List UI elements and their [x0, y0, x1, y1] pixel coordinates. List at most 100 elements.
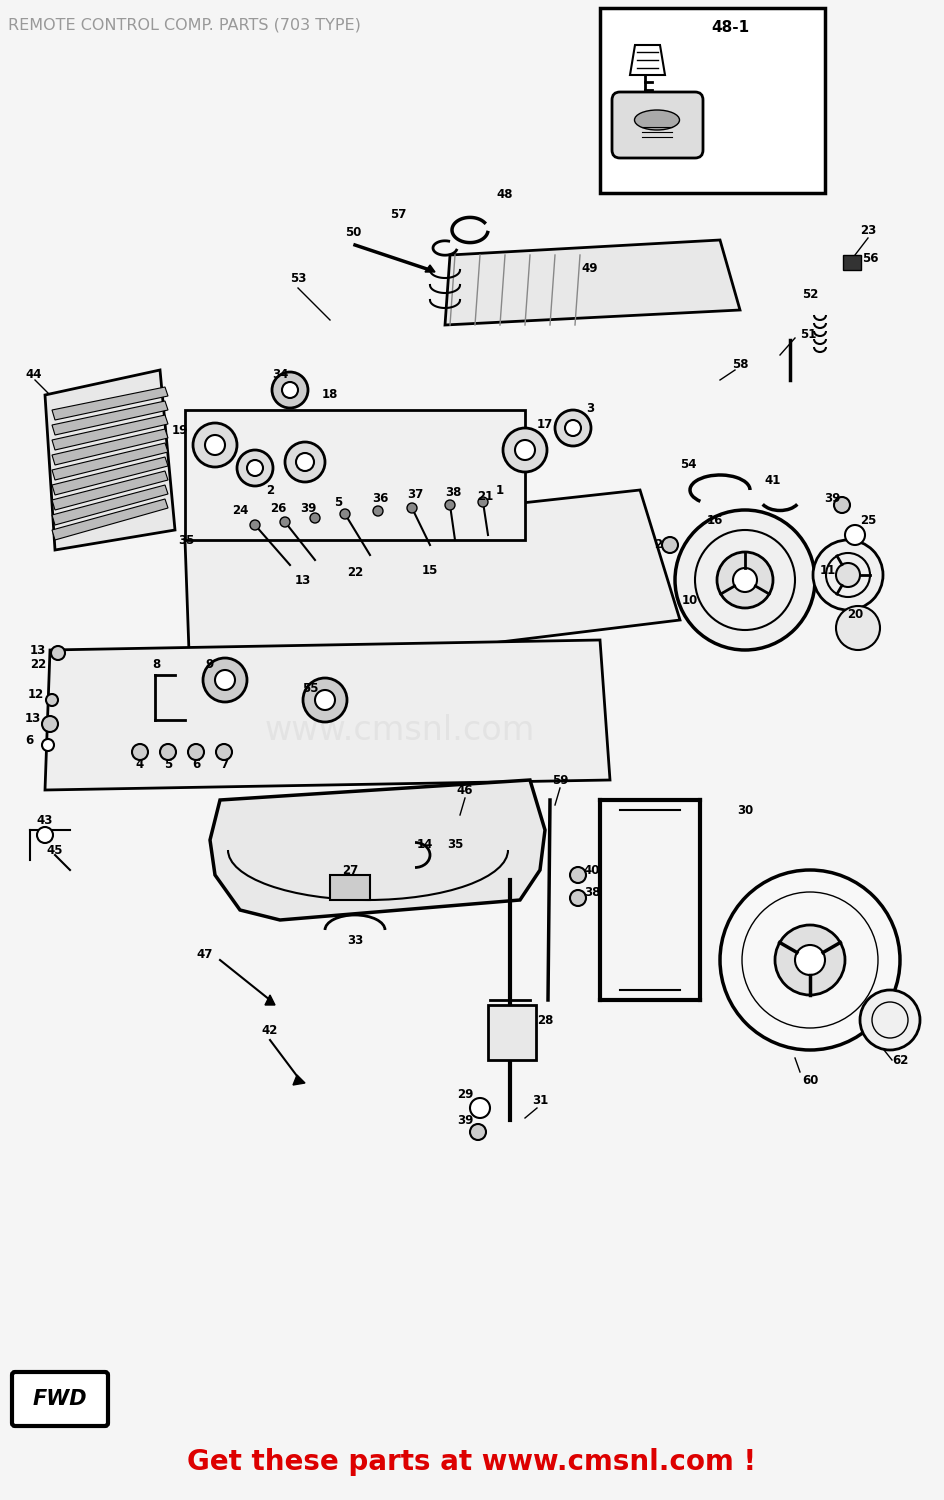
Circle shape [719, 870, 899, 1050]
Polygon shape [52, 429, 168, 465]
Text: 1: 1 [496, 483, 503, 496]
Circle shape [272, 372, 308, 408]
Text: 21: 21 [477, 489, 493, 502]
Polygon shape [630, 45, 665, 75]
Circle shape [373, 506, 382, 516]
Text: 31: 31 [531, 1094, 548, 1107]
Bar [599, 8, 824, 194]
Text: 44: 44 [25, 369, 42, 381]
Circle shape [774, 926, 844, 994]
Text: 55: 55 [301, 681, 318, 694]
Circle shape [285, 442, 325, 482]
FancyBboxPatch shape [12, 1372, 108, 1426]
Text: 3: 3 [585, 402, 594, 414]
Text: 43: 43 [37, 813, 53, 826]
Polygon shape [52, 416, 168, 450]
Circle shape [445, 500, 454, 510]
Circle shape [215, 670, 235, 690]
Circle shape [514, 440, 534, 460]
Text: 29: 29 [456, 1089, 473, 1101]
Text: 15: 15 [421, 564, 438, 576]
Circle shape [203, 658, 246, 702]
Text: 57: 57 [390, 209, 406, 222]
Circle shape [205, 435, 225, 454]
Text: 52: 52 [801, 288, 818, 302]
Text: 48-2: 48-2 [631, 142, 668, 158]
Polygon shape [264, 994, 275, 1005]
Text: 60: 60 [801, 1074, 818, 1086]
Circle shape [569, 867, 585, 883]
Text: 35: 35 [447, 839, 463, 852]
Circle shape [716, 552, 772, 608]
Text: 50: 50 [345, 226, 361, 240]
Text: 35: 35 [177, 534, 194, 546]
Text: 34: 34 [272, 369, 288, 381]
Text: 47: 47 [196, 948, 213, 962]
Text: 53: 53 [290, 272, 306, 285]
Text: 23: 23 [859, 224, 875, 237]
Text: 33: 33 [346, 933, 362, 946]
Circle shape [132, 744, 148, 760]
Text: 30: 30 [736, 804, 752, 816]
Circle shape [303, 678, 346, 722]
Circle shape [554, 410, 590, 446]
Polygon shape [52, 387, 168, 420]
Polygon shape [210, 780, 545, 920]
Polygon shape [52, 458, 168, 495]
Circle shape [674, 510, 814, 650]
Circle shape [469, 1124, 485, 1140]
Bar [329, 874, 370, 900]
Text: 37: 37 [407, 489, 423, 501]
Circle shape [859, 990, 919, 1050]
Bar [185, 410, 525, 540]
Text: 38: 38 [583, 886, 599, 900]
Text: 19: 19 [172, 423, 188, 436]
Bar [487, 1005, 535, 1060]
Text: 45: 45 [46, 843, 63, 856]
Text: 62: 62 [891, 1053, 907, 1066]
Circle shape [51, 646, 65, 660]
Text: 48: 48 [497, 189, 513, 201]
Text: 58: 58 [731, 358, 748, 372]
Text: 7: 7 [220, 759, 228, 771]
Circle shape [42, 740, 54, 752]
Circle shape [216, 744, 232, 760]
Ellipse shape [633, 110, 679, 130]
Circle shape [569, 890, 585, 906]
Circle shape [250, 520, 260, 530]
Circle shape [340, 509, 349, 519]
Circle shape [835, 606, 879, 650]
Circle shape [160, 744, 176, 760]
Text: 13: 13 [25, 711, 42, 724]
Text: 2: 2 [265, 483, 274, 496]
Polygon shape [445, 240, 739, 326]
FancyBboxPatch shape [612, 92, 702, 158]
Text: FWD: FWD [33, 1389, 87, 1408]
Circle shape [733, 568, 756, 592]
Text: 39: 39 [823, 492, 839, 504]
Polygon shape [52, 500, 168, 540]
Text: 28: 28 [536, 1014, 552, 1026]
Text: 59: 59 [551, 774, 567, 786]
Circle shape [295, 453, 313, 471]
Circle shape [502, 427, 547, 472]
Circle shape [42, 716, 58, 732]
Text: 17: 17 [536, 419, 552, 432]
Polygon shape [293, 1076, 305, 1084]
Text: 5: 5 [333, 495, 342, 508]
Text: 51: 51 [799, 328, 816, 342]
Circle shape [794, 945, 824, 975]
Circle shape [237, 450, 273, 486]
Circle shape [310, 513, 320, 523]
Text: 56: 56 [861, 252, 877, 264]
Text: 27: 27 [342, 864, 358, 876]
Polygon shape [52, 400, 168, 435]
Text: 38: 38 [445, 486, 461, 498]
Circle shape [844, 525, 864, 544]
Text: 18: 18 [322, 388, 338, 402]
Polygon shape [45, 640, 610, 790]
Text: 13: 13 [30, 644, 46, 657]
Text: 22: 22 [346, 566, 362, 579]
Circle shape [281, 382, 297, 398]
Circle shape [279, 518, 290, 526]
